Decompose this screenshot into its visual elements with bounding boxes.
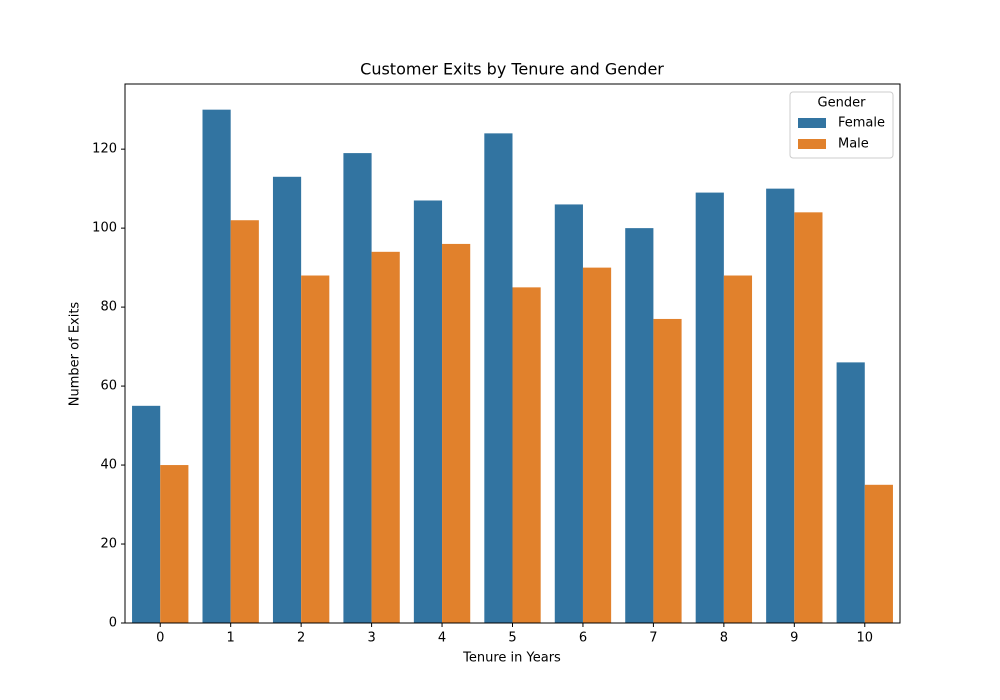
bar: [582, 267, 612, 623]
bar: [484, 133, 513, 623]
plot-frame: [124, 83, 901, 624]
bar: [625, 228, 654, 623]
bar: [230, 220, 259, 623]
bar: [695, 192, 724, 624]
x-axis-label: Tenure in Years: [462, 651, 561, 666]
bar: [864, 484, 893, 623]
legend-label: Female: [838, 116, 885, 131]
bar: [132, 405, 161, 623]
bar: [836, 362, 865, 623]
x-tick-label: 7: [649, 631, 657, 646]
bar: [301, 275, 330, 623]
x-tick-label: 8: [720, 631, 728, 646]
bar: [766, 188, 795, 623]
x-tick-label: 4: [438, 631, 446, 646]
chart-title: Customer Exits by Tenure and Gender: [360, 60, 664, 79]
bar: [512, 287, 541, 623]
x-tick-label: 6: [579, 631, 587, 646]
bar: [554, 204, 583, 623]
bar: [202, 109, 231, 623]
x-tick-label: 9: [790, 631, 798, 646]
bar: [160, 465, 189, 623]
y-tick-label: 120: [92, 142, 117, 157]
y-tick-label: 80: [100, 300, 117, 315]
legend-label: Male: [838, 137, 869, 152]
bar: [442, 243, 471, 623]
x-tick-label: 2: [297, 631, 305, 646]
x-tick-label: 3: [367, 631, 375, 646]
bar: [653, 318, 682, 623]
y-tick-label: 20: [100, 537, 117, 552]
bar: [343, 153, 372, 623]
legend-swatch: [798, 139, 826, 149]
x-tick-label: 5: [508, 631, 516, 646]
x-tick-label: 10: [856, 631, 873, 646]
y-axis-label: Number of Exits: [68, 302, 83, 407]
legend-title: Gender: [818, 96, 867, 111]
bar: [272, 176, 302, 624]
y-tick-label: 0: [109, 616, 117, 631]
y-tick-label: 40: [100, 458, 117, 473]
legend-swatch: [798, 118, 826, 128]
bar: [794, 212, 823, 624]
bar: [371, 251, 400, 624]
bar: [723, 275, 753, 623]
y-tick-label: 100: [92, 221, 117, 236]
x-tick-label: 1: [227, 631, 235, 646]
x-tick-label: 0: [156, 631, 164, 646]
bar: [413, 200, 443, 623]
y-tick-label: 60: [100, 379, 117, 394]
